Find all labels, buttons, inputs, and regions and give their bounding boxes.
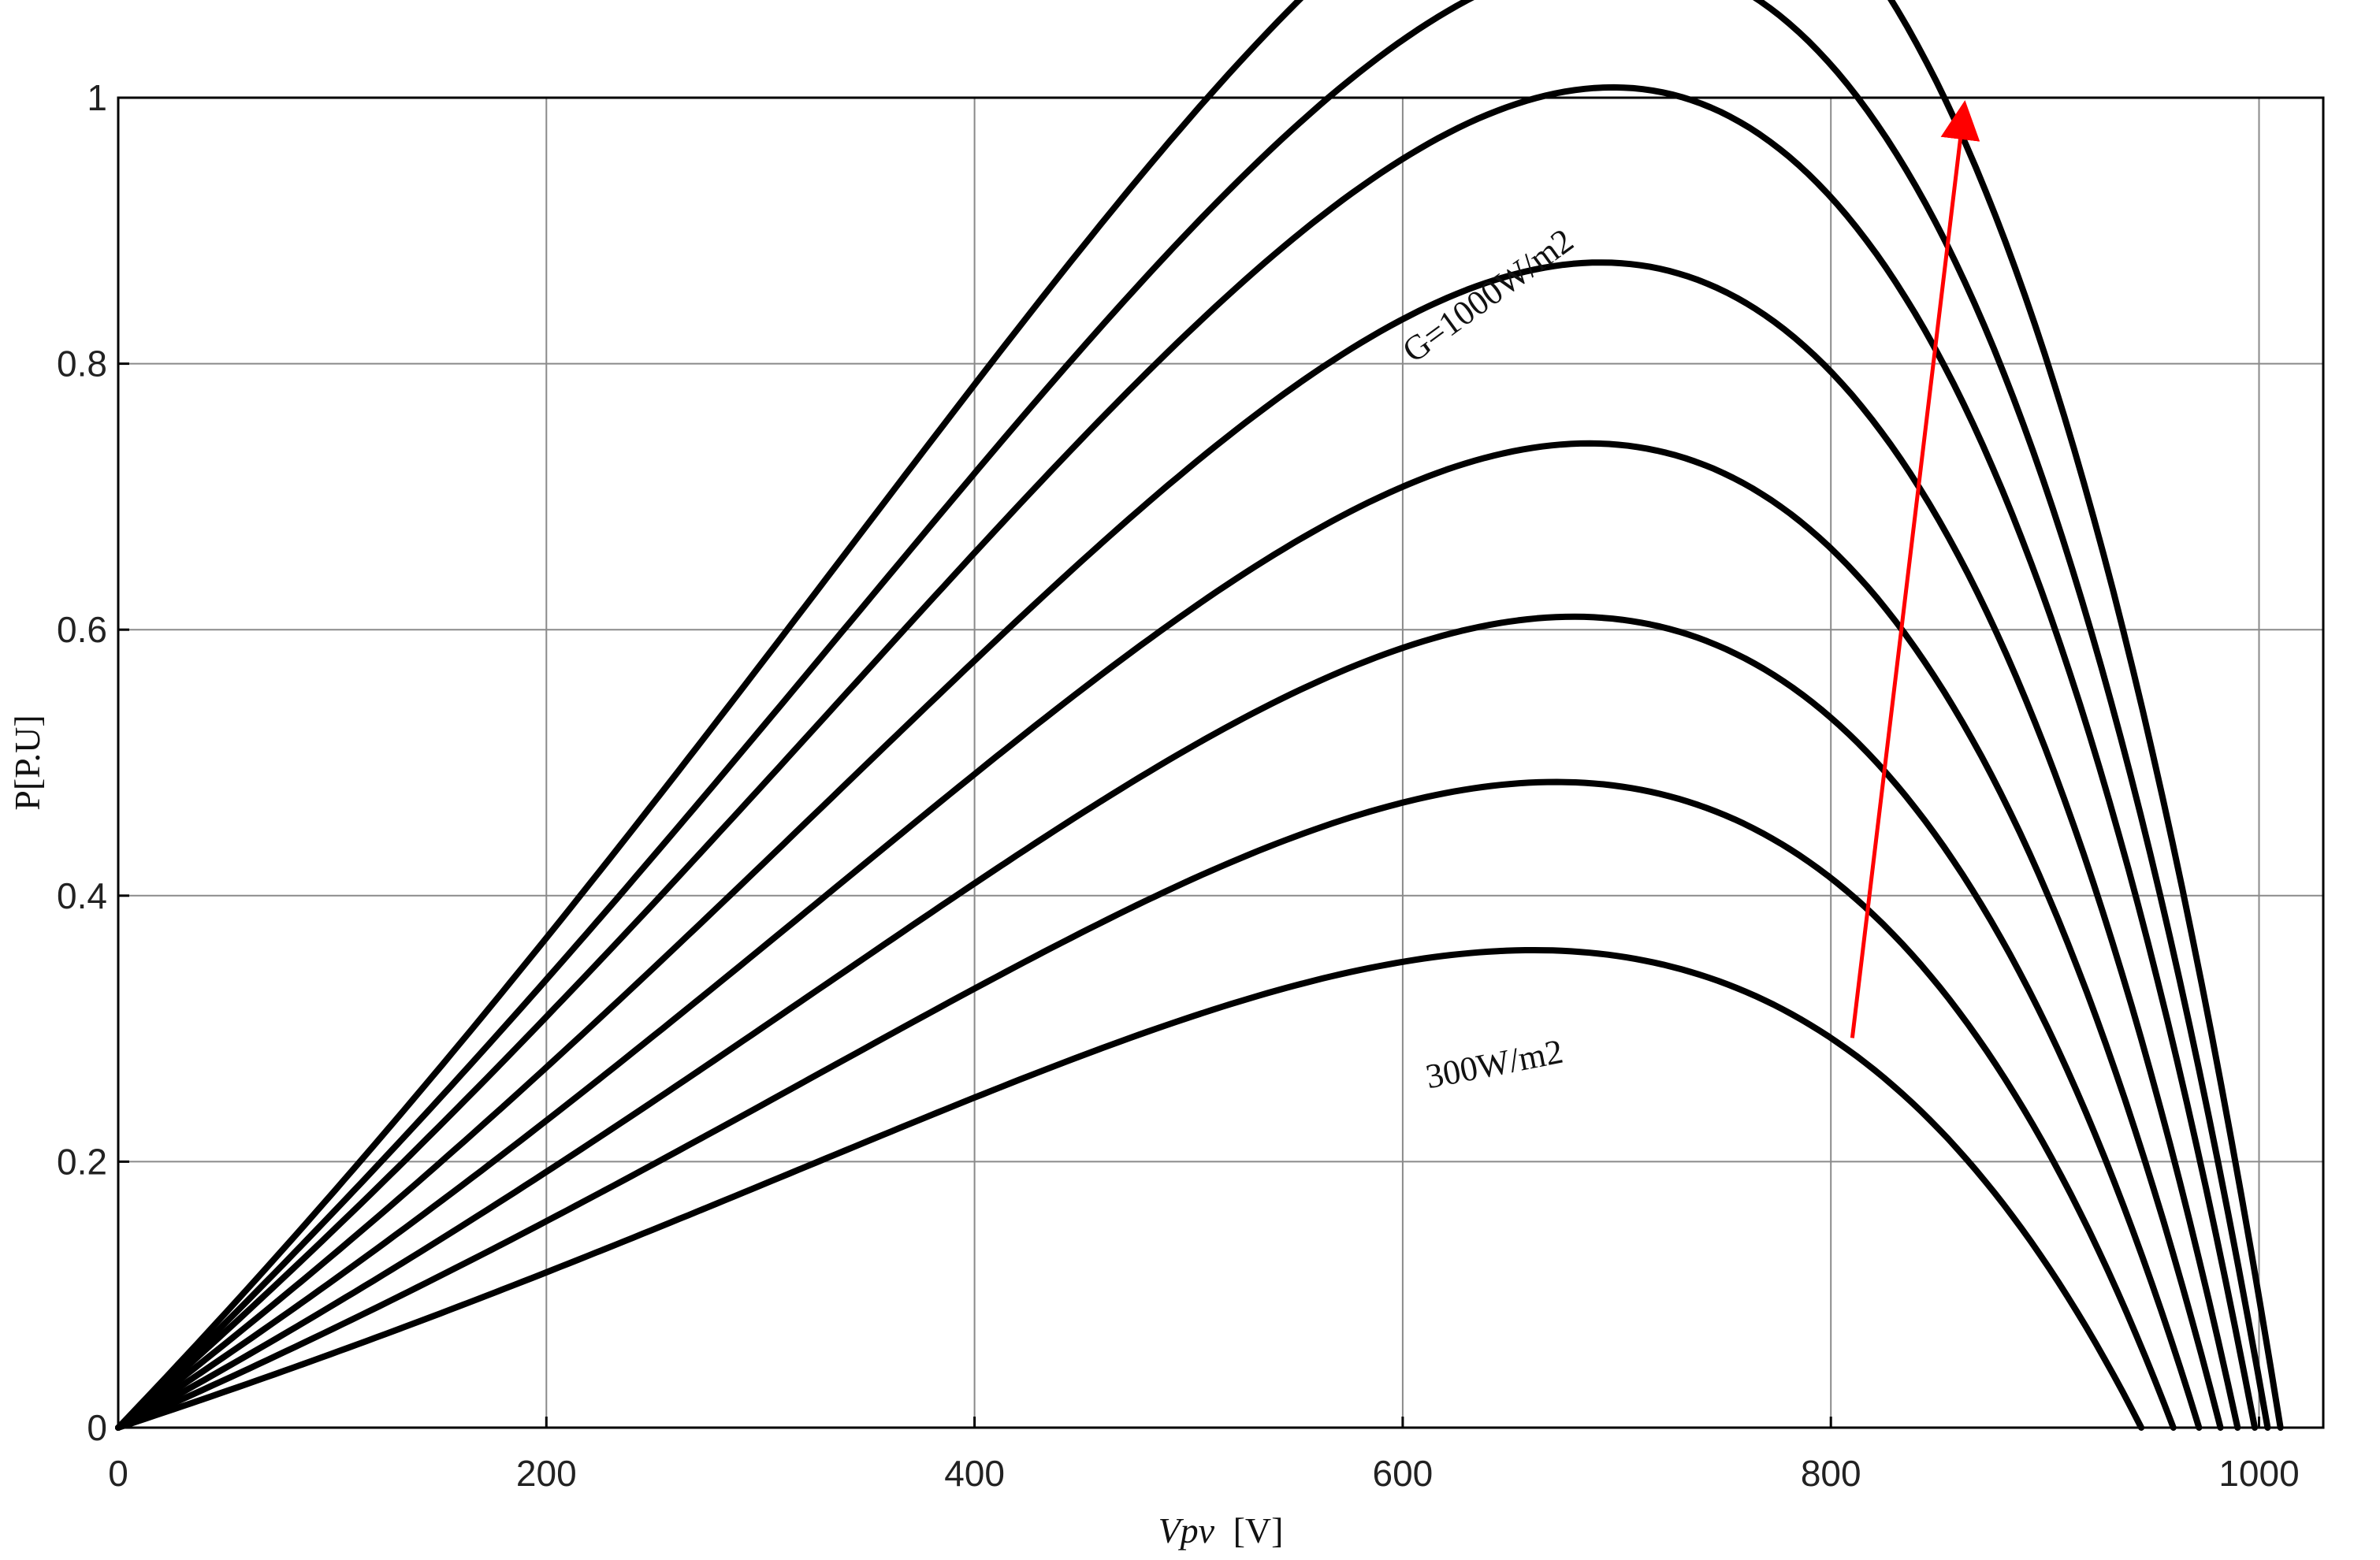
x-axis-variable: Vpv — [1158, 1510, 1215, 1551]
axes-box — [117, 96, 2325, 1429]
grid — [118, 97, 2323, 1428]
x-tick-label: 0 — [108, 1453, 128, 1494]
series-line-300w-m2 — [115, 947, 2145, 1431]
x-tick-label: 800 — [1801, 1453, 1861, 1494]
annotation-300: 300W/m2 — [1422, 1032, 1566, 1097]
series-line-500w-m2 — [115, 613, 2203, 1431]
x-tick-label: 600 — [1373, 1453, 1434, 1494]
y-tick-label: 0 — [87, 1407, 107, 1448]
y-tick-labels: 0 0.2 0.4 0.6 0.8 1 — [57, 77, 107, 1448]
y-axis-title: P[P.U] — [7, 715, 47, 810]
series-line-1000w-m2 — [115, 0, 2284, 1431]
mpp-arrow — [1850, 100, 1980, 1038]
y-tick-label: 0.8 — [57, 344, 107, 384]
x-tick-label: 200 — [516, 1453, 577, 1494]
series-line-900w-m2 — [115, 0, 2271, 1431]
series-line-800w-m2 — [115, 84, 2259, 1431]
series-line-400w-m2 — [115, 778, 2177, 1431]
x-tick-label: 1000 — [2218, 1453, 2299, 1494]
series-line-700w-m2 — [115, 259, 2241, 1431]
mpp-arrow-group — [1850, 100, 1980, 1038]
x-axis-unit: [V] — [1233, 1510, 1284, 1551]
y-tick-label: 0.2 — [57, 1141, 107, 1182]
x-tick-labels: 0 200 400 600 800 1000 — [108, 1453, 2299, 1494]
y-tick-label: 0.6 — [57, 609, 107, 650]
y-tick-label: 0.4 — [57, 875, 107, 916]
x-axis-title: Vpv [V] — [1158, 1510, 1284, 1551]
x-tick-label: 400 — [944, 1453, 1005, 1494]
plot-frame — [117, 96, 2325, 1429]
series-line-600w-m2 — [115, 440, 2224, 1431]
annotation-1000: G=1000W/m2 — [1396, 221, 1581, 370]
series-lines — [115, 0, 2284, 1431]
y-tick-label: 1 — [87, 77, 107, 118]
